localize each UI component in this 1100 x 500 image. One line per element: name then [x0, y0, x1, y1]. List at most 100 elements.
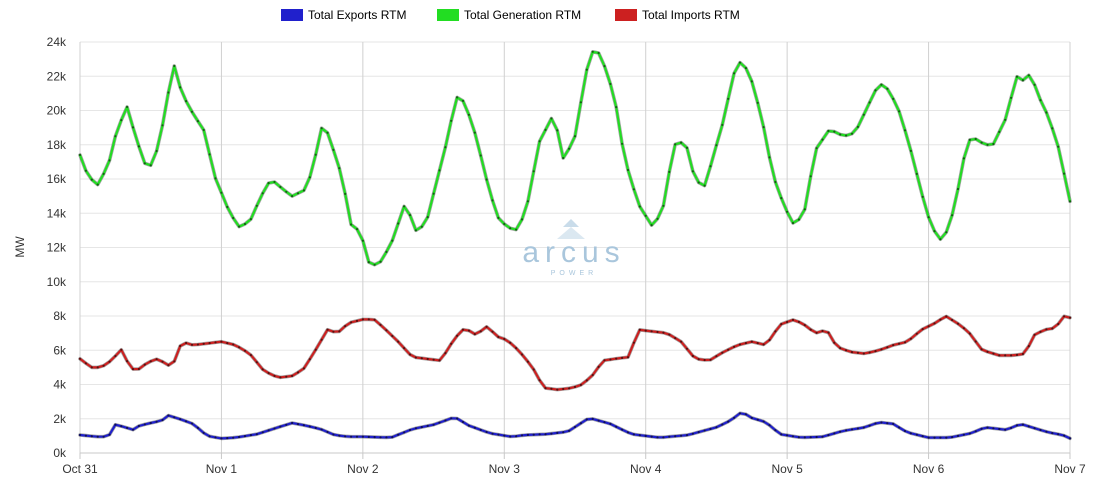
data-point [114, 423, 117, 426]
y-tick-label: 20k [47, 104, 67, 118]
data-point [585, 418, 588, 421]
data-point [626, 356, 630, 359]
data-point [432, 358, 435, 361]
data-point [167, 414, 170, 417]
data-point [591, 50, 594, 53]
data-point [998, 354, 1001, 357]
data-point [809, 436, 812, 439]
data-point [108, 360, 111, 363]
data-point [833, 130, 836, 133]
data-point [862, 426, 865, 429]
data-point [344, 435, 347, 438]
data-point [986, 426, 989, 429]
data-point [945, 231, 948, 234]
data-point [185, 341, 188, 345]
data-point [892, 422, 895, 425]
data-point [791, 435, 795, 438]
data-point [143, 162, 146, 165]
data-point [414, 427, 417, 430]
data-point [485, 430, 488, 434]
data-point [603, 421, 606, 424]
data-point [520, 353, 524, 356]
data-point [585, 68, 588, 71]
data-point [615, 106, 618, 109]
data-point [173, 416, 176, 419]
data-point [768, 424, 771, 427]
data-point [644, 214, 647, 217]
data-point [532, 433, 535, 436]
data-point [886, 422, 889, 425]
data-point [344, 192, 347, 195]
data-point [1004, 428, 1007, 431]
data-point [220, 340, 223, 343]
data-point [214, 341, 217, 344]
data-point [155, 358, 158, 361]
data-point [1010, 426, 1013, 429]
data-point [291, 374, 294, 377]
data-point [668, 170, 671, 173]
data-point [96, 435, 99, 438]
data-point [220, 437, 223, 440]
data-point [220, 191, 223, 194]
data-point [703, 429, 706, 432]
data-point [980, 141, 983, 144]
data-point [986, 143, 989, 146]
data-point [214, 177, 217, 180]
data-point [185, 100, 188, 103]
data-point [898, 110, 901, 113]
data-point [644, 329, 647, 332]
data-point [208, 342, 211, 345]
data-point [1068, 200, 1072, 203]
data-point [927, 436, 930, 439]
data-point [408, 214, 412, 217]
data-point [744, 67, 748, 70]
data-point [408, 353, 412, 356]
data-point [680, 340, 683, 343]
data-point [450, 342, 453, 345]
series-line[interactable] [78, 315, 1072, 391]
data-point [1045, 328, 1048, 331]
x-tick-label: Nov 7 [1054, 462, 1086, 476]
data-point [397, 222, 400, 225]
data-point [733, 345, 736, 348]
legend-item-exports[interactable]: Total Exports RTM [281, 8, 406, 22]
data-point [621, 142, 624, 145]
y-tick-label: 8k [53, 309, 67, 323]
data-point [615, 425, 618, 428]
data-point [385, 436, 388, 439]
data-point [556, 431, 559, 434]
data-point [190, 110, 194, 113]
data-point [780, 433, 783, 436]
data-point [845, 349, 848, 352]
data-point [426, 424, 429, 427]
data-point [102, 364, 105, 367]
data-point [544, 387, 547, 390]
data-point [520, 434, 524, 437]
data-point [408, 428, 412, 432]
data-point [915, 332, 918, 335]
data-point [898, 342, 901, 345]
data-point [391, 334, 394, 338]
data-point [202, 431, 205, 434]
data-point [255, 433, 258, 436]
data-point [821, 435, 824, 438]
data-point [892, 97, 895, 100]
data-point [485, 178, 488, 181]
data-point [120, 348, 123, 351]
data-point [367, 318, 370, 321]
data-point [762, 420, 765, 423]
data-point [202, 342, 205, 345]
data-point [467, 113, 470, 116]
data-point [756, 342, 759, 345]
data-point [208, 153, 211, 156]
data-point [167, 364, 170, 367]
data-point [638, 434, 641, 437]
data-point [874, 89, 877, 92]
legend-item-imports[interactable]: Total Imports RTM [615, 8, 740, 22]
data-point [827, 129, 830, 133]
data-point [137, 424, 140, 428]
legend-item-generation[interactable]: Total Generation RTM [437, 8, 581, 22]
data-point [361, 239, 364, 242]
data-point [786, 210, 789, 213]
data-point [503, 434, 506, 437]
